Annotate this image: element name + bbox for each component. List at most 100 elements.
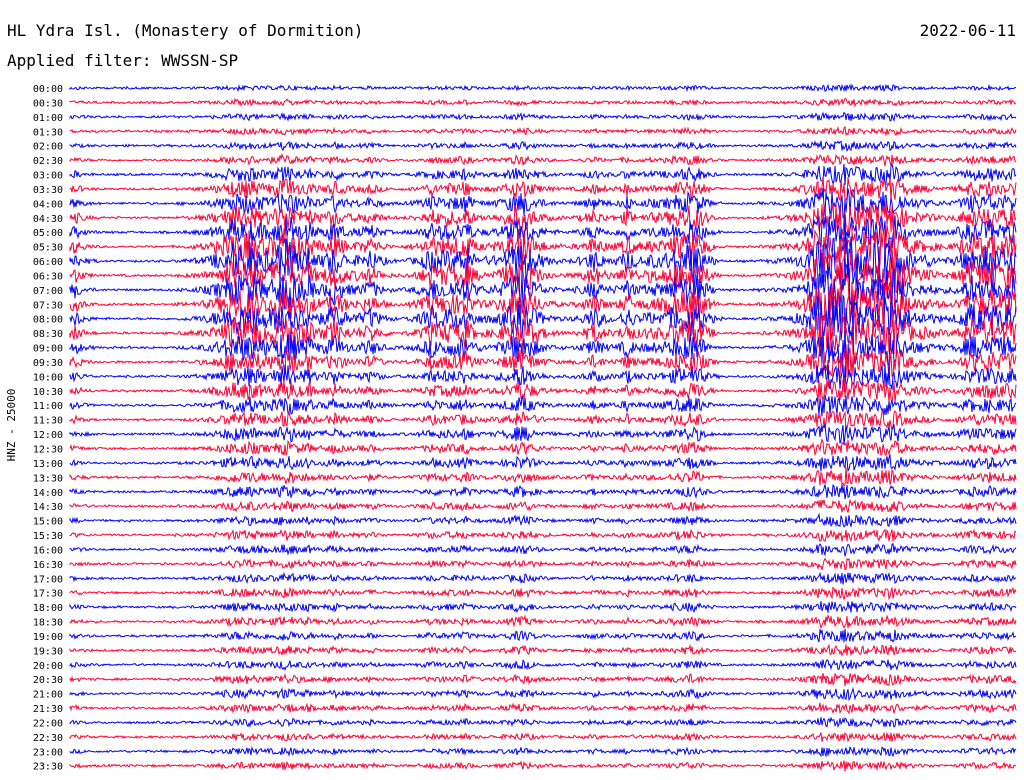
- row-label: 16:30: [33, 560, 63, 571]
- row-label: 15:30: [33, 531, 63, 542]
- trace-line: [69, 344, 1017, 379]
- row-label: 20:00: [33, 661, 63, 672]
- trace-line: [69, 557, 1017, 571]
- row-label: 18:30: [33, 618, 63, 629]
- row-label: 09:30: [33, 358, 63, 369]
- trace-line: [69, 628, 1017, 643]
- trace-line: [69, 140, 1017, 153]
- row-label: 01:00: [33, 113, 63, 124]
- row-label: 22:30: [33, 733, 63, 744]
- trace-line: [69, 246, 1017, 300]
- trace-line: [69, 376, 1017, 403]
- row-label: 14:00: [33, 488, 63, 499]
- row-label: 02:30: [33, 156, 63, 167]
- row-label: 21:30: [33, 704, 63, 715]
- row-label: 23:30: [33, 762, 63, 773]
- trace-line: [69, 702, 1017, 715]
- row-label: 10:30: [33, 387, 63, 398]
- row-label: 05:00: [33, 228, 63, 239]
- chart-date: 2022-06-11: [920, 21, 1016, 40]
- row-label: 10:00: [33, 372, 63, 383]
- row-label: 03:00: [33, 171, 63, 182]
- trace-line: [69, 200, 1017, 237]
- trace-line: [69, 125, 1017, 137]
- trace-line: [69, 672, 1017, 687]
- trace-line: [69, 746, 1017, 758]
- trace-line: [69, 262, 1017, 312]
- row-label: 06:30: [33, 271, 63, 282]
- trace-line: [69, 467, 1017, 488]
- row-label: 00:00: [33, 84, 63, 95]
- row-label: 18:00: [33, 603, 63, 614]
- chart-subtitle: Applied filter: WWSSN-SP: [7, 51, 238, 70]
- trace-line: [69, 176, 1017, 203]
- trace-line: [69, 760, 1017, 772]
- trace-line: [69, 686, 1017, 702]
- row-label: 23:00: [33, 747, 63, 758]
- trace-line: [69, 83, 1017, 93]
- trace-group: [69, 83, 1017, 772]
- trace-line: [69, 498, 1017, 513]
- trace-line: [69, 394, 1017, 417]
- trace-line: [69, 613, 1017, 630]
- trace-line: [69, 586, 1017, 602]
- trace-line: [69, 731, 1017, 743]
- trace-line: [69, 214, 1017, 255]
- chart-title: HL Ydra Isl. (Monastery of Dormition): [7, 21, 363, 40]
- row-label: 17:00: [33, 574, 63, 585]
- row-label: 15:00: [33, 517, 63, 528]
- row-label: 11:30: [33, 416, 63, 427]
- trace-line: [69, 571, 1017, 585]
- trace-line: [69, 601, 1017, 614]
- row-label: 07:00: [33, 286, 63, 297]
- row-label: 04:00: [33, 199, 63, 210]
- row-label-group: 00:00 00:30 01:00 01:30 02:00 02:30 03:00 03:30…: [33, 84, 63, 773]
- row-label: 06:00: [33, 257, 63, 268]
- trace-line: [69, 363, 1017, 392]
- row-label: 09:00: [33, 344, 63, 355]
- row-label: 02:00: [33, 142, 63, 153]
- trace-line: [69, 188, 1017, 220]
- trace-line: [69, 438, 1017, 457]
- row-label: 08:00: [33, 315, 63, 326]
- row-label: 12:00: [33, 430, 63, 441]
- trace-line: [69, 643, 1017, 657]
- row-label: 20:30: [33, 675, 63, 686]
- row-label: 19:30: [33, 646, 63, 657]
- trace-line: [69, 484, 1017, 500]
- trace-line: [69, 97, 1017, 108]
- row-label: 16:00: [33, 545, 63, 556]
- trace-line: [69, 453, 1017, 473]
- row-label: 14:30: [33, 502, 63, 513]
- row-label: 03:30: [33, 185, 63, 196]
- trace-line: [69, 111, 1017, 122]
- row-label: 07:30: [33, 300, 63, 311]
- trace-line: [69, 329, 1017, 369]
- trace-line: [69, 512, 1017, 528]
- trace-line: [69, 153, 1017, 167]
- trace-line: [69, 293, 1017, 341]
- trace-line: [69, 542, 1017, 557]
- trace-line: [69, 310, 1017, 357]
- row-label: 11:00: [33, 401, 63, 412]
- row-label: 13:30: [33, 473, 63, 484]
- row-label: 04:30: [33, 214, 63, 225]
- trace-line: [69, 162, 1017, 186]
- row-label: 01:30: [33, 127, 63, 138]
- trace-line: [69, 658, 1017, 672]
- row-label: 22:00: [33, 718, 63, 729]
- row-label: 00:30: [33, 98, 63, 109]
- trace-line: [69, 410, 1017, 432]
- row-label: 13:00: [33, 459, 63, 470]
- row-label: 05:30: [33, 243, 63, 254]
- y-axis-label: HNZ - 25000: [5, 389, 18, 462]
- trace-line: [69, 422, 1017, 446]
- row-label: 12:30: [33, 445, 63, 456]
- row-label: 19:00: [33, 632, 63, 643]
- trace-line: [69, 224, 1017, 268]
- trace-line: [69, 716, 1017, 729]
- row-label: 17:30: [33, 589, 63, 600]
- trace-line: [69, 528, 1017, 543]
- row-label: 21:00: [33, 690, 63, 701]
